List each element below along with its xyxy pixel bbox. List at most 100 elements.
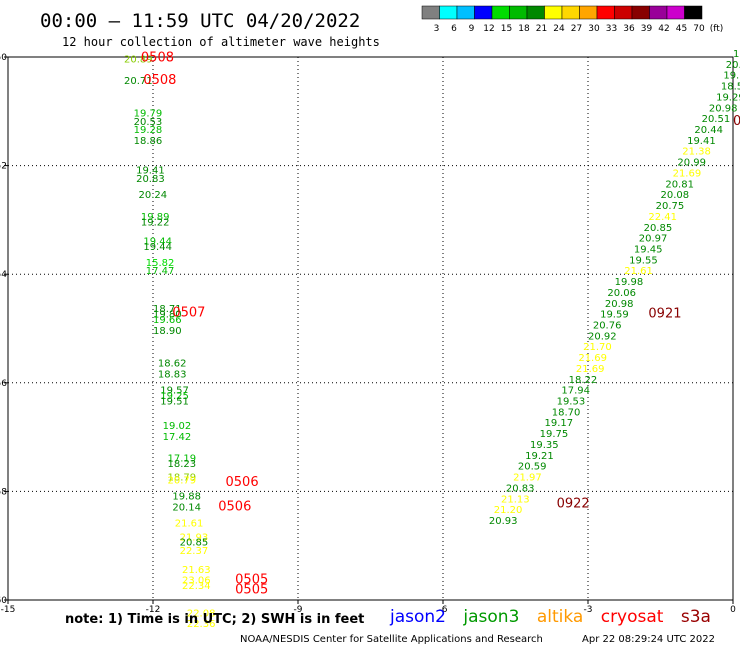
data-point: 19.50 bbox=[723, 71, 740, 82]
data-point: 22.34 bbox=[182, 581, 211, 592]
data-point: 20.75 bbox=[656, 201, 685, 212]
chart-axes: -15 -12 -9 -6 -3 0 -50 -52 -54 -56 -58 -60 bbox=[0, 53, 736, 615]
colorbar-swatch bbox=[596, 5, 615, 20]
data-point: 22.36 bbox=[187, 619, 216, 630]
satellite-altika: altika bbox=[536, 607, 584, 627]
data-point: 20.85 bbox=[180, 538, 209, 549]
data-point: 18.23 bbox=[168, 459, 197, 470]
colorbar-label: 9 bbox=[469, 24, 475, 34]
data-point: 21.69 bbox=[576, 364, 605, 375]
data-point: 18.20 bbox=[733, 49, 740, 60]
data-point: 19.28 bbox=[134, 125, 163, 136]
data-point: 20.06 bbox=[607, 288, 636, 299]
y-tick-label: -52 bbox=[0, 162, 7, 172]
colorbar-swatch bbox=[421, 5, 440, 20]
colorbar-label: 70 bbox=[693, 24, 705, 34]
data-point: 19.44 bbox=[143, 236, 172, 247]
x-tick-label: 0 bbox=[730, 605, 736, 615]
data-point: 19.75 bbox=[540, 429, 569, 440]
timestamp: Apr 22 08:29:24 UTC 2022 bbox=[582, 634, 715, 645]
y-tick-label: -54 bbox=[0, 270, 7, 280]
data-point: 21.93 bbox=[180, 532, 209, 543]
x-tick-label: -15 bbox=[1, 605, 16, 615]
data-point: 20.81 bbox=[665, 179, 694, 190]
data-point: 21.69 bbox=[578, 353, 607, 364]
data-point: 19.79 bbox=[134, 109, 163, 120]
colorbar-label: 36 bbox=[623, 24, 635, 34]
x-tick-label: -9 bbox=[294, 605, 303, 615]
data-point: 15.82 bbox=[146, 258, 175, 269]
data-point: 17.94 bbox=[561, 386, 590, 397]
colorbar-swatch bbox=[561, 5, 580, 20]
data-point: 19.22 bbox=[141, 217, 170, 228]
data-point: 17.47 bbox=[146, 266, 175, 277]
colorbar-label: 12 bbox=[483, 24, 494, 34]
colorbar-swatch bbox=[456, 5, 475, 20]
colorbar-label: 42 bbox=[658, 24, 669, 34]
satellite-cryosat: cryosat bbox=[600, 607, 664, 627]
colorbar-swatch bbox=[579, 5, 598, 20]
data-point: 19.66 bbox=[153, 315, 182, 326]
y-tick-label: -50 bbox=[0, 53, 7, 63]
track-label: 0506 bbox=[226, 475, 259, 490]
data-point: 18.83 bbox=[158, 369, 187, 380]
data-point: 22.37 bbox=[180, 546, 209, 557]
chart-title: 00:00 – 11:59 UTC 04/20/2022 bbox=[40, 10, 360, 32]
colorbar-label: 24 bbox=[553, 24, 565, 34]
data-point: 19.80 bbox=[153, 310, 182, 321]
colorbar-swatch bbox=[649, 5, 668, 20]
data-point: 19.25 bbox=[160, 391, 189, 402]
data-point: 23.06 bbox=[182, 576, 211, 587]
chart-grid bbox=[8, 57, 733, 600]
satellite-legend: jason2 jason3 altika cryosat s3a bbox=[390, 607, 723, 627]
data-point: 20.89 bbox=[124, 54, 153, 65]
y-tick-label: -56 bbox=[0, 379, 7, 389]
colorbar-swatch bbox=[666, 5, 685, 20]
data-point: 20.53 bbox=[134, 117, 163, 128]
colorbar-swatch bbox=[631, 5, 650, 20]
data-point: 19.02 bbox=[163, 421, 192, 432]
data-point: 20.99 bbox=[677, 158, 706, 169]
data-point: 20.59 bbox=[518, 462, 547, 473]
colorbar-label: 18 bbox=[518, 24, 530, 34]
data-point: 20.51 bbox=[702, 114, 731, 125]
colorbar-swatch bbox=[526, 5, 545, 20]
data-point: 19.41 bbox=[136, 166, 165, 177]
data-point: 19.21 bbox=[525, 451, 554, 462]
data-point: 17.19 bbox=[168, 454, 197, 465]
colorbar-label: 30 bbox=[588, 24, 600, 34]
colorbar-swatch bbox=[614, 5, 633, 20]
colorbar-label: 21 bbox=[536, 24, 547, 34]
credit-line: NOAA/NESDIS Center for Satellite Applica… bbox=[240, 634, 543, 645]
data-point: 18.79 bbox=[168, 473, 197, 484]
data-point: 20.83 bbox=[136, 174, 165, 185]
colorbar-swatch bbox=[439, 5, 458, 20]
data-point: 18.90 bbox=[153, 326, 182, 337]
data-point: 20.71 bbox=[124, 76, 153, 87]
data-point: 19.53 bbox=[557, 397, 586, 408]
y-tick-label: -60 bbox=[0, 596, 7, 606]
data-point: 20.92 bbox=[588, 331, 617, 342]
data-point: 20.98 bbox=[605, 299, 634, 310]
data-point: 19.17 bbox=[545, 418, 574, 429]
data-point: 18.70 bbox=[552, 407, 581, 418]
data-point: 18.62 bbox=[158, 359, 187, 370]
colorbar-label: 33 bbox=[606, 24, 617, 34]
satellite-jason3: jason3 bbox=[463, 607, 520, 627]
data-point: 18.53 bbox=[721, 82, 740, 93]
colorbar-swatch bbox=[491, 5, 510, 20]
data-point: 20.85 bbox=[644, 223, 673, 234]
data-point: 18.22 bbox=[569, 375, 598, 386]
colorbar-swatch bbox=[544, 5, 563, 20]
data-point: 19.88 bbox=[172, 492, 201, 503]
colorbar-label: (ft) bbox=[710, 24, 724, 34]
data-point: 19.55 bbox=[629, 255, 658, 266]
data-point: 20.98 bbox=[709, 103, 738, 114]
data-point: 22.41 bbox=[648, 212, 677, 223]
data-point: 19.98 bbox=[615, 277, 644, 288]
track-label: 0506 bbox=[218, 499, 251, 514]
x-tick-label: -6 bbox=[439, 605, 448, 615]
data-point: 19.59 bbox=[600, 310, 629, 321]
data-point: 18.86 bbox=[134, 136, 163, 147]
